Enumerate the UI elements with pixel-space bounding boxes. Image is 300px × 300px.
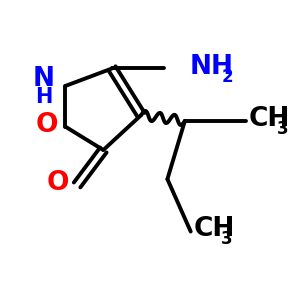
Text: N: N — [33, 66, 55, 92]
Text: NH: NH — [189, 54, 233, 80]
Text: CH: CH — [249, 106, 290, 132]
Text: 3: 3 — [221, 230, 233, 248]
Text: O: O — [47, 170, 69, 196]
Text: O: O — [35, 112, 58, 138]
Text: H: H — [35, 87, 52, 107]
Text: 2: 2 — [221, 68, 233, 85]
Text: 3: 3 — [277, 120, 288, 138]
Text: CH: CH — [194, 216, 235, 242]
